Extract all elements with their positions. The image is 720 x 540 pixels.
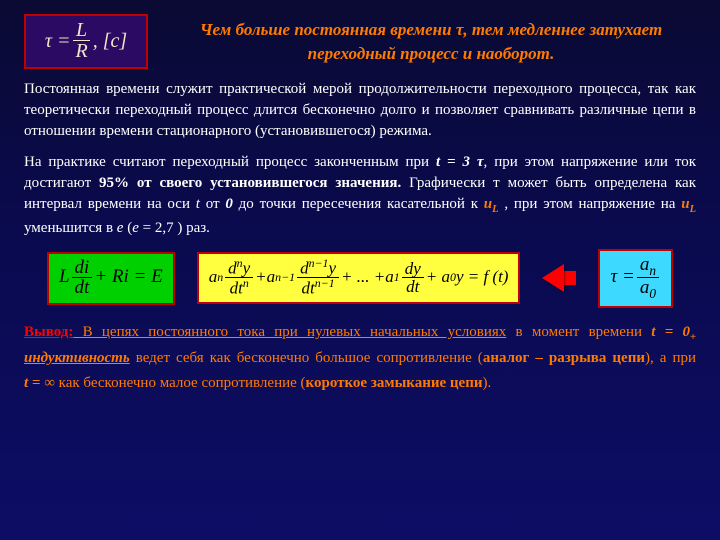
top-row: τ = L R , [c] Чем больше постоянная врем… (24, 14, 696, 69)
conclusion-label: Вывод: (24, 324, 73, 340)
formula-yellow: an dny dtn + an−1 dn−1y dtn−1 + ... + a1… (197, 252, 521, 304)
equations-row: L di dt + Ri = E an dny dtn + an−1 dn−1y… (24, 249, 696, 308)
paragraph-2: На практике считают переходный процесс з… (24, 152, 696, 239)
arrow-left-icon (542, 264, 576, 292)
formula-green: L di dt + Ri = E (47, 252, 175, 305)
formula-cyan: τ = an a0 (598, 249, 673, 308)
paragraph-1: Постоянная времени служит практической м… (24, 79, 696, 142)
conclusion: Вывод: В цепях постоянного тока при нуле… (24, 320, 696, 396)
headline: Чем больше постоянная времени τ, тем мед… (166, 14, 696, 66)
formula-tau-lr: τ = L R , [c] (24, 14, 148, 69)
